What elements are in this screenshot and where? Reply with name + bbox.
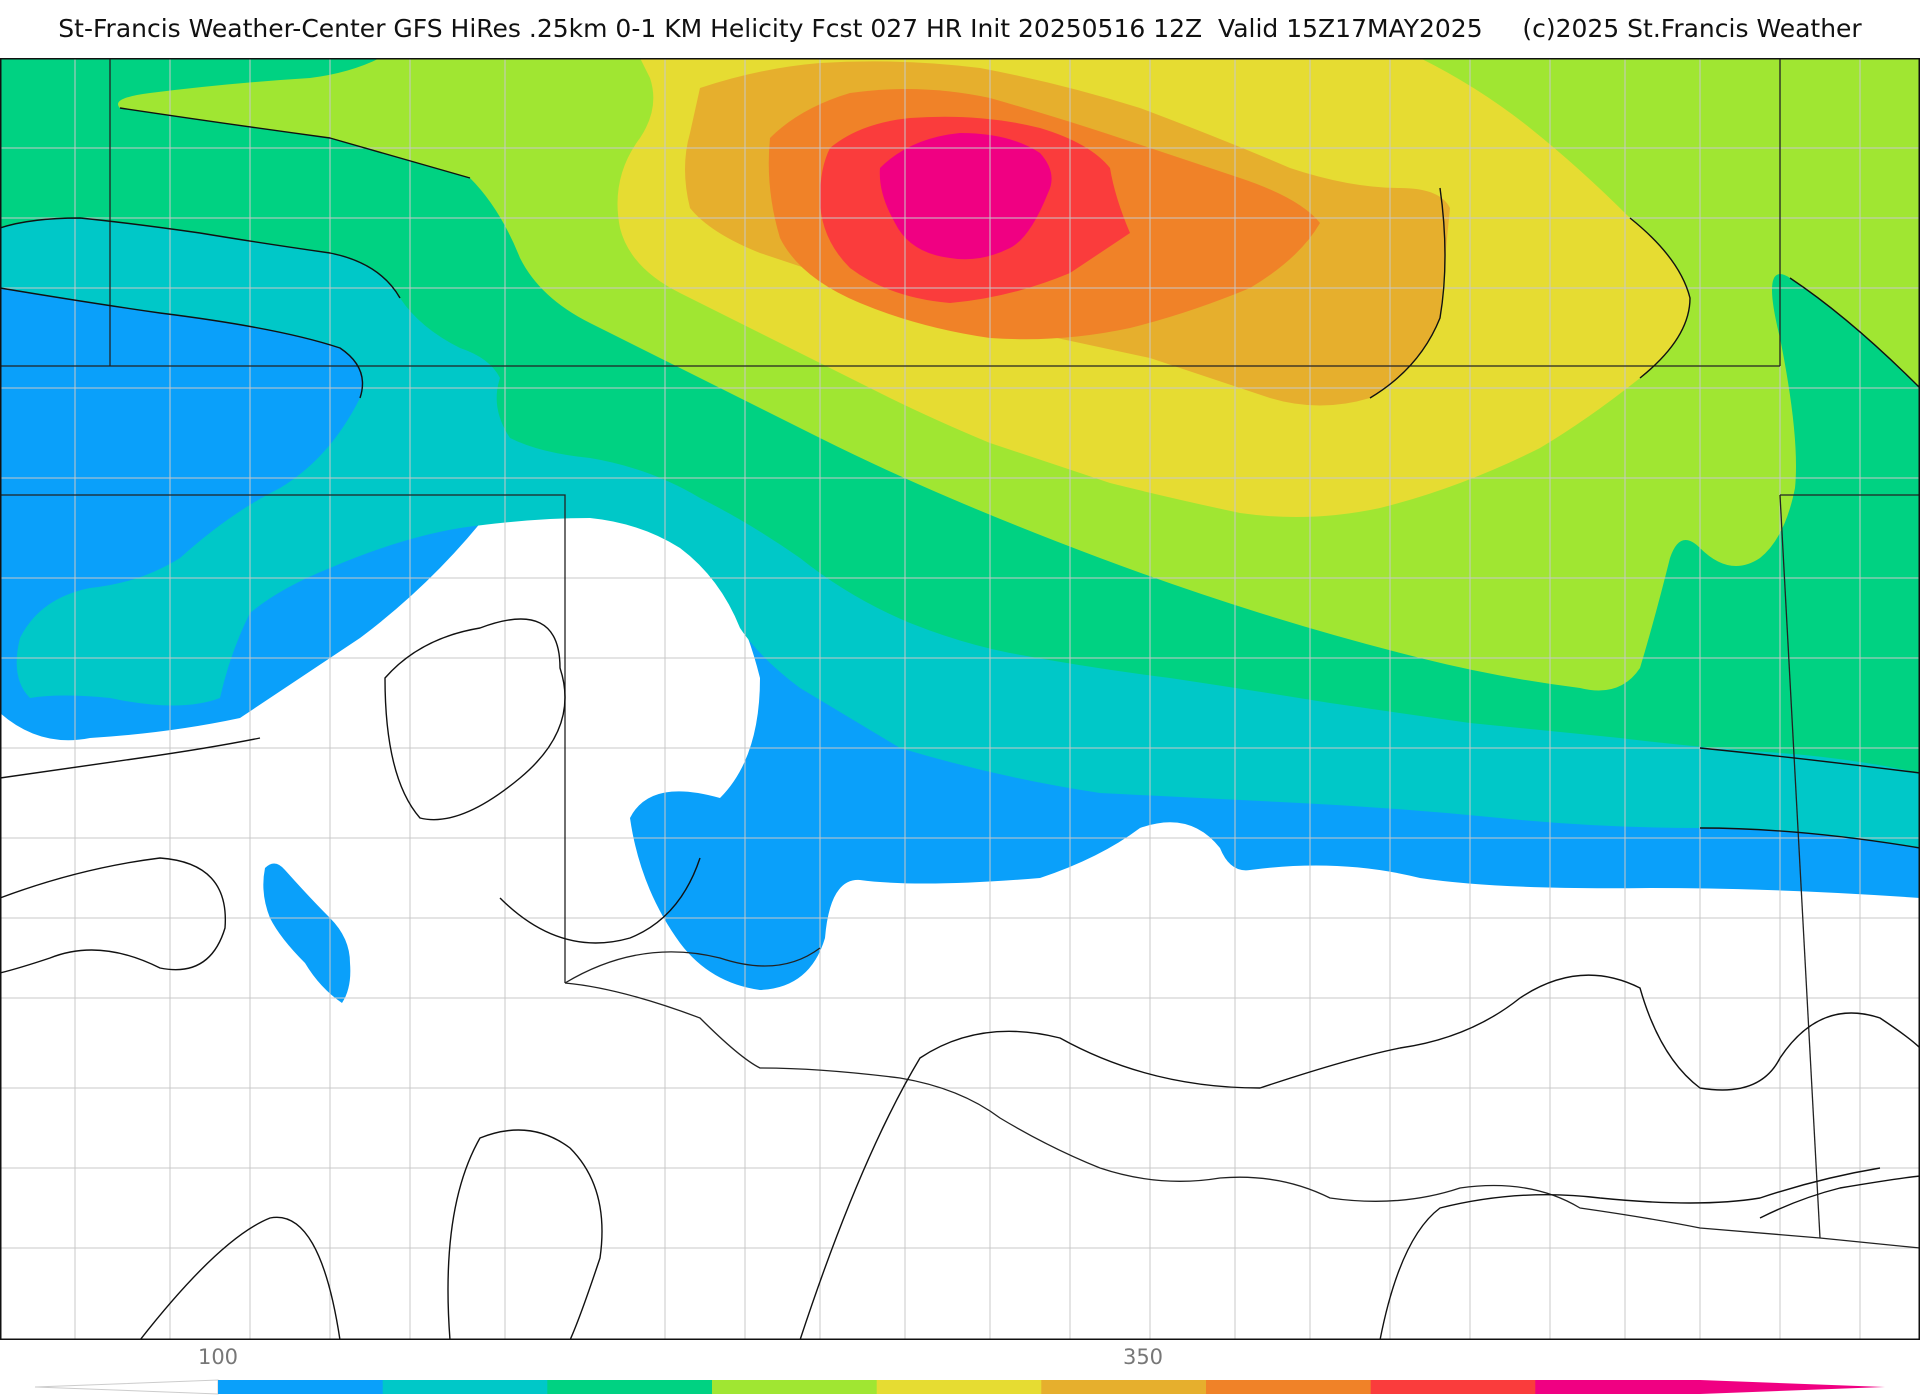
- legend-swatch: [1370, 1380, 1536, 1394]
- state-lines: [0, 58, 1920, 1249]
- legend-high-arrow: [1700, 1380, 1885, 1394]
- county-lines: [0, 58, 1920, 1340]
- legend-tick-label: 350: [1123, 1345, 1163, 1369]
- legend-swatch: [876, 1380, 1042, 1394]
- legend-swatch: [1535, 1380, 1701, 1394]
- color-legend: 100 350: [34, 1345, 1885, 1395]
- contour-fills: [0, 58, 1920, 1003]
- legend-swatch: [547, 1380, 713, 1394]
- band-300: [879, 133, 1052, 260]
- legend-low-arrow: [34, 1379, 219, 1395]
- chart-title: St-Francis Weather-Center GFS HiRes .25k…: [58, 14, 1862, 43]
- legend-swatch: [382, 1380, 548, 1394]
- legend-swatches: [218, 1380, 1701, 1394]
- helicity-map: [0, 58, 1920, 1340]
- legend-swatch: [1041, 1380, 1207, 1394]
- legend-swatch: [1206, 1380, 1372, 1394]
- legend-swatch: [218, 1380, 384, 1394]
- legend-swatch: [712, 1380, 878, 1394]
- contour-lines: [0, 107, 1920, 1340]
- legend-tick-label: 100: [198, 1345, 238, 1369]
- band-100-isolated: [263, 863, 351, 1003]
- map-frame: [0, 58, 1920, 1340]
